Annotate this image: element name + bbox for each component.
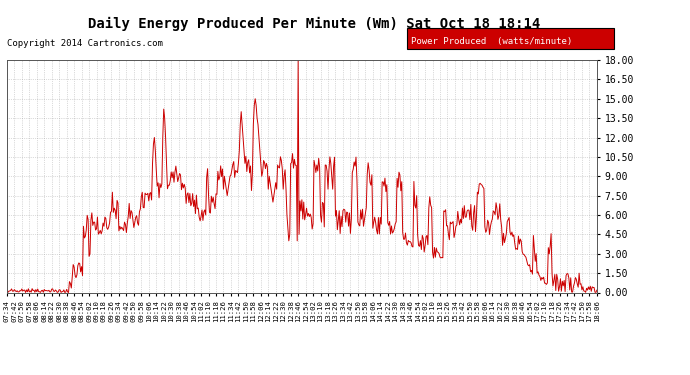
Text: Daily Energy Produced Per Minute (Wm) Sat Oct 18 18:14: Daily Energy Produced Per Minute (Wm) Sa… — [88, 17, 540, 31]
Text: Power Produced  (watts/minute): Power Produced (watts/minute) — [411, 37, 572, 46]
Text: Copyright 2014 Cartronics.com: Copyright 2014 Cartronics.com — [7, 39, 163, 48]
